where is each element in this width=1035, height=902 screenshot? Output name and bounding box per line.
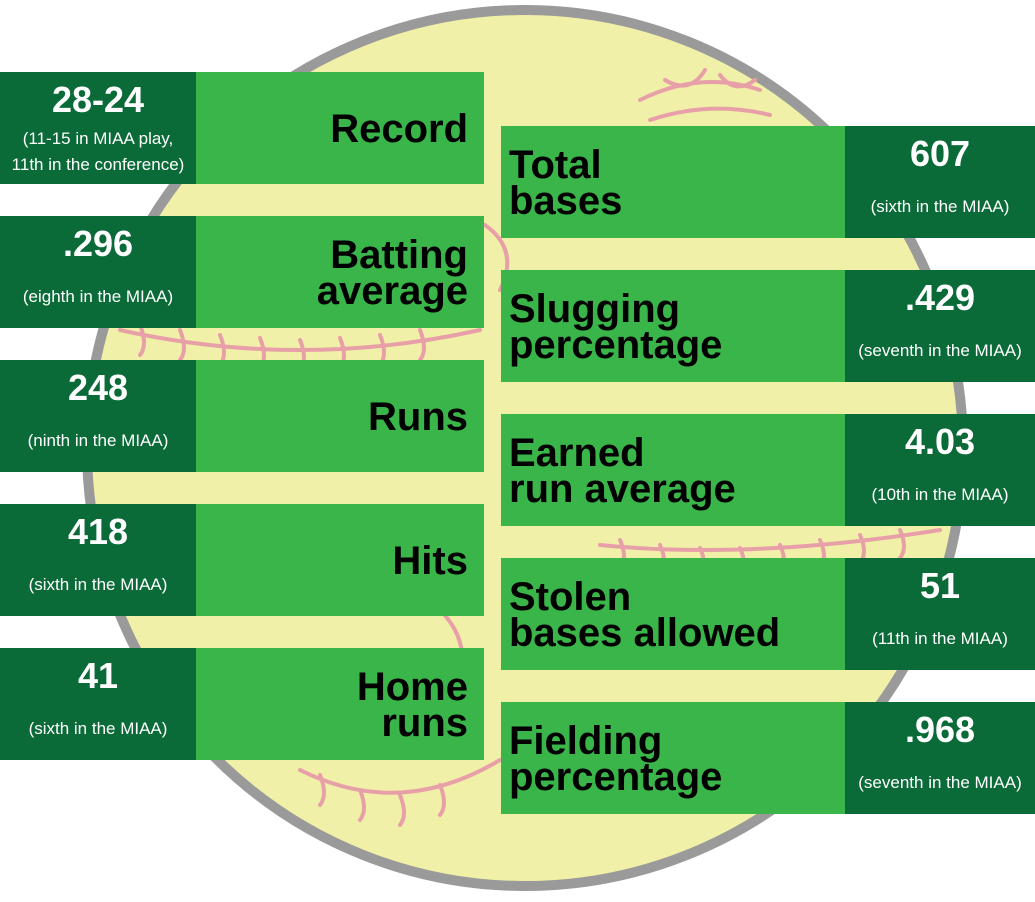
stat-label: Runs bbox=[368, 395, 468, 439]
value-box bbox=[845, 702, 1035, 814]
stat-label: Stolen bbox=[509, 575, 631, 619]
value-box bbox=[0, 360, 196, 472]
stat-note: (sixth in the MIAA) bbox=[29, 575, 168, 594]
stat-value: 418 bbox=[68, 511, 128, 552]
value-box bbox=[0, 216, 196, 328]
stat-value: 51 bbox=[920, 565, 960, 606]
stat-row: 28-24 (11-15 in MIAA play, 11th in the con… bbox=[0, 72, 484, 184]
stat-note: (11-15 in MIAA play, bbox=[23, 129, 174, 148]
label-box bbox=[501, 414, 845, 526]
label-box bbox=[501, 126, 845, 238]
stat-label: percentage bbox=[509, 323, 722, 367]
stat-value: 28-24 bbox=[52, 79, 144, 120]
stat-label: Batting bbox=[330, 233, 468, 277]
label-box bbox=[501, 558, 845, 670]
stat-label: Hits bbox=[392, 539, 468, 583]
label-box bbox=[196, 504, 484, 616]
stat-label: runs bbox=[381, 701, 468, 745]
stat-value: .296 bbox=[63, 223, 133, 264]
label-box bbox=[501, 702, 845, 814]
stat-note: (seventh in the MIAA) bbox=[858, 773, 1021, 792]
value-box bbox=[845, 270, 1035, 382]
value-box bbox=[845, 414, 1035, 526]
stat-row: 418 (sixth in the MIAA) Hits bbox=[0, 504, 484, 616]
stat-label: average bbox=[317, 269, 468, 313]
label-box bbox=[196, 648, 484, 760]
stat-note: (11th in the MIAA) bbox=[872, 629, 1008, 648]
value-box bbox=[0, 648, 196, 760]
stat-value: .968 bbox=[905, 709, 975, 750]
stat-label: run average bbox=[509, 467, 736, 511]
stat-row: .429 (seventh in the MIAA) Sluggingpercent… bbox=[501, 270, 1035, 382]
stat-note: (sixth in the MIAA) bbox=[871, 197, 1010, 216]
value-box bbox=[845, 126, 1035, 238]
stat-row: .968 (seventh in the MIAA) Fieldingpercent… bbox=[501, 702, 1035, 814]
value-box bbox=[0, 72, 196, 184]
label-box bbox=[196, 72, 484, 184]
stat-value: 248 bbox=[68, 367, 128, 408]
stat-label: Home bbox=[357, 665, 468, 709]
stat-note: (ninth in the MIAA) bbox=[28, 431, 169, 450]
stat-note: 11th in the conference) bbox=[12, 155, 185, 174]
stat-label: Total bbox=[509, 143, 602, 187]
stat-value: 4.03 bbox=[905, 421, 975, 462]
stat-value: .429 bbox=[905, 277, 975, 318]
value-box bbox=[0, 504, 196, 616]
stat-note: (seventh in the MIAA) bbox=[858, 341, 1021, 360]
label-box bbox=[196, 216, 484, 328]
stat-label: Fielding bbox=[509, 719, 662, 763]
stat-label: percentage bbox=[509, 755, 722, 799]
label-box bbox=[501, 270, 845, 382]
stat-label: bases bbox=[509, 179, 622, 223]
stat-note: (10th in the MIAA) bbox=[871, 485, 1008, 504]
stat-note: (sixth in the MIAA) bbox=[29, 719, 168, 738]
stat-value: 41 bbox=[78, 655, 118, 696]
label-box bbox=[196, 360, 484, 472]
stat-label: Slugging bbox=[509, 287, 680, 331]
stat-label: bases allowed bbox=[509, 611, 780, 655]
stat-note: (eighth in the MIAA) bbox=[23, 287, 173, 306]
stat-label: Earned bbox=[509, 431, 645, 475]
stat-label: Record bbox=[330, 107, 468, 151]
stat-value: 607 bbox=[910, 133, 970, 174]
stat-row: 248 (ninth in the MIAA) Runs bbox=[0, 360, 484, 472]
value-box bbox=[845, 558, 1035, 670]
